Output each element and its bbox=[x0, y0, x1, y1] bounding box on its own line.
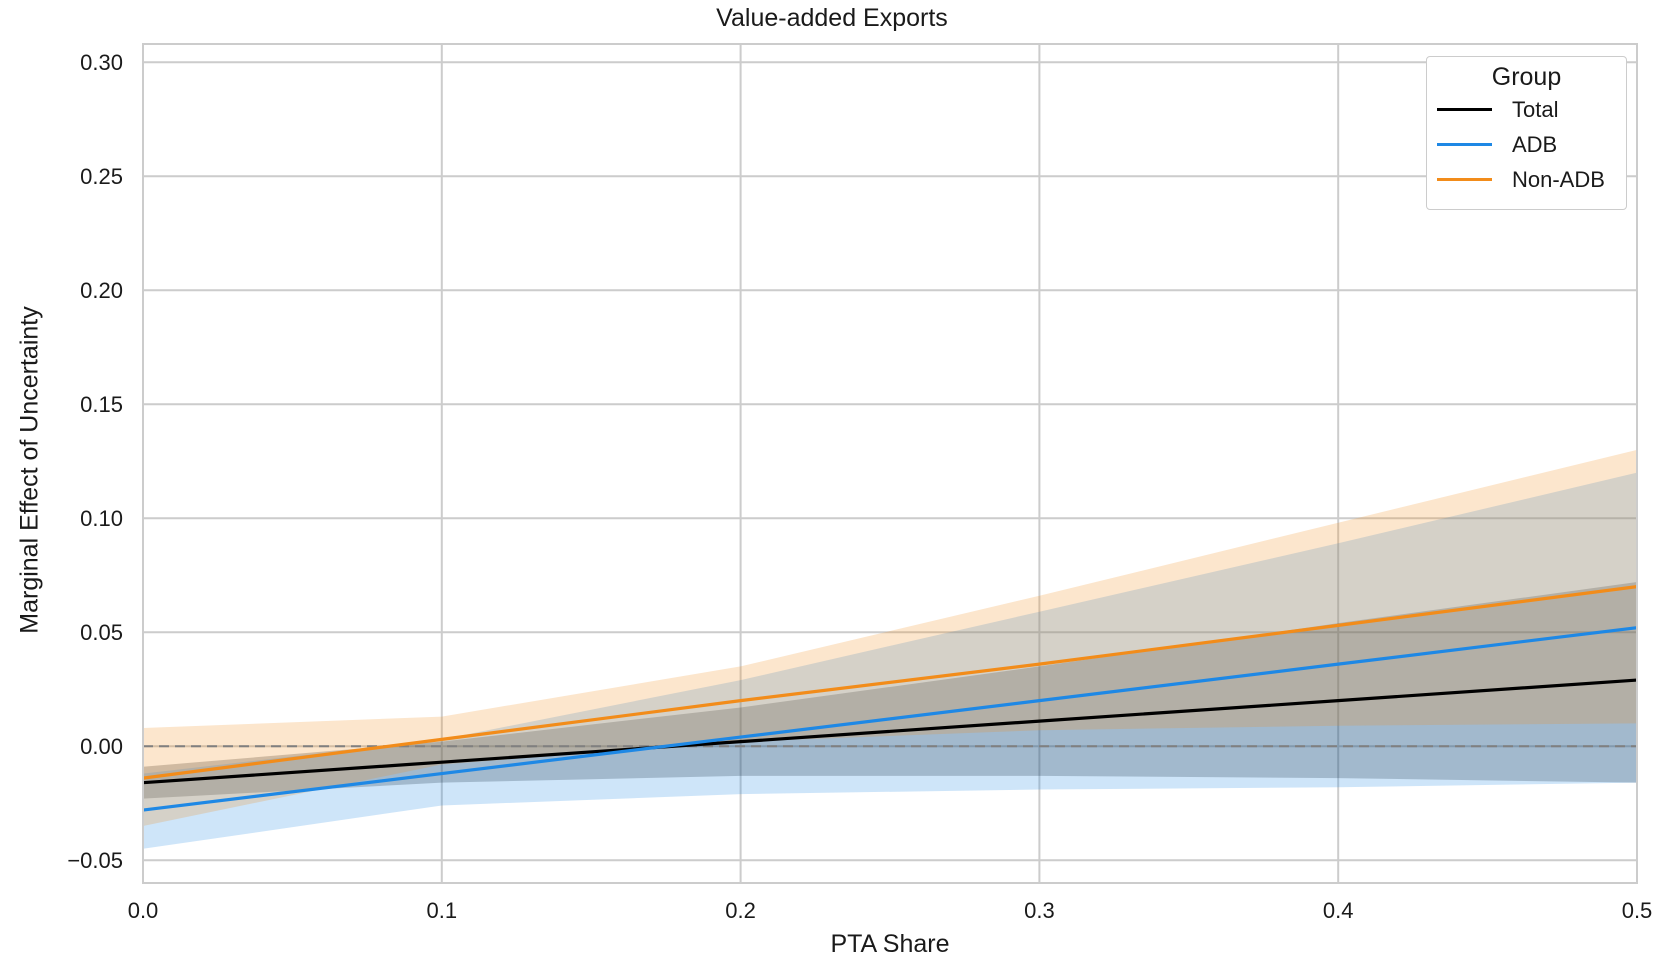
y-tick-label: 0.10 bbox=[80, 506, 123, 531]
plot-frame bbox=[142, 43, 1638, 884]
series-lines bbox=[142, 585, 1638, 812]
legend-item-total: Total bbox=[1427, 92, 1626, 127]
confidence-bands bbox=[143, 449, 1637, 849]
series-line-adb bbox=[142, 626, 1638, 812]
x-axis-label: PTA Share bbox=[830, 930, 950, 958]
legend-label-adb: ADB bbox=[1512, 131, 1558, 157]
legend-swatch-non-adb bbox=[1437, 178, 1492, 181]
confidence-band-adb bbox=[143, 472, 1637, 849]
legend-item-adb: ADB bbox=[1427, 127, 1626, 162]
tick-labels: 0.0 0.1 0.2 0.3 0.4 0.5 −0.05 0.00 0.05 0.10 0.15 0… bbox=[67, 50, 1652, 923]
legend-item-non-adb: Non-ADB bbox=[1427, 162, 1626, 197]
x-tick-label: 0.5 bbox=[1622, 898, 1653, 923]
y-tick-label: 0.05 bbox=[80, 620, 123, 645]
x-tick-label: 0.0 bbox=[128, 898, 159, 923]
series-line-total bbox=[142, 678, 1638, 785]
x-tick-label: 0.4 bbox=[1323, 898, 1354, 923]
legend-title: Group bbox=[1491, 63, 1562, 91]
y-tick-label: 0.30 bbox=[80, 50, 123, 75]
legend-label-non-adb: Non-ADB bbox=[1512, 166, 1605, 192]
x-tick-label: 0.3 bbox=[1024, 898, 1055, 923]
chart-title: Value-added Exports bbox=[716, 4, 948, 32]
y-tick-label: 0.00 bbox=[80, 734, 123, 759]
y-axis-label: Marginal Effect of Uncertainty bbox=[15, 306, 44, 634]
legend-swatch-adb bbox=[1437, 143, 1492, 146]
y-tick-label: 0.20 bbox=[80, 278, 123, 303]
y-tick-label: 0.25 bbox=[80, 164, 123, 189]
legend-swatch-total bbox=[1437, 108, 1492, 111]
legend-label-total: Total bbox=[1512, 96, 1559, 122]
confidence-band-non-adb bbox=[143, 449, 1637, 827]
y-tick-label: 0.15 bbox=[80, 392, 123, 417]
x-tick-label: 0.1 bbox=[427, 898, 458, 923]
series-line-non-adb bbox=[142, 585, 1638, 780]
y-tick-label: −0.05 bbox=[67, 848, 123, 873]
x-tick-label: 0.2 bbox=[725, 898, 756, 923]
legend: Group Total ADB Non-ADB bbox=[1426, 56, 1627, 210]
